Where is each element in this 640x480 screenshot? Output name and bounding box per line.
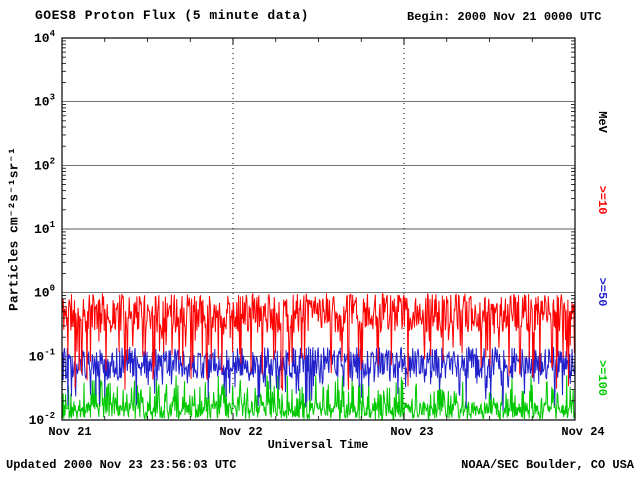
right-axis-title: MeV	[595, 111, 609, 133]
series-line-100mev	[62, 375, 575, 420]
source-credit: NOAA/SEC Boulder, CO USA	[461, 458, 634, 472]
x-tick-label: Nov 21	[48, 425, 91, 439]
series-label-ge10: >=10	[595, 185, 609, 215]
series-line-10mev	[62, 292, 575, 391]
y-tick-label: 101	[34, 220, 56, 237]
begin-timestamp: Begin: 2000 Nov 21 0000 UTC	[407, 10, 602, 24]
y-tick-label: 10-1	[29, 347, 56, 364]
updated-timestamp: Updated 2000 Nov 23 23:56:03 UTC	[6, 458, 237, 472]
y-tick-label: 102	[34, 156, 55, 173]
y-tick-label: 100	[34, 284, 55, 301]
y-axis-label: Particles cm⁻²s⁻¹sr⁻¹	[6, 147, 22, 311]
x-axis-label: Universal Time	[267, 438, 369, 452]
x-tick-label: Nov 23	[390, 425, 433, 439]
y-tick-label: 104	[34, 29, 56, 46]
series-label-ge50: >=50	[595, 277, 609, 307]
chart-title: GOES8 Proton Flux (5 minute data)	[35, 8, 309, 23]
series-line-50mev	[62, 346, 575, 411]
x-tick-label: Nov 24	[561, 425, 604, 439]
y-tick-label: 103	[34, 93, 55, 110]
x-tick-label: Nov 22	[219, 425, 262, 439]
series-label-ge100: >=100	[595, 359, 609, 397]
